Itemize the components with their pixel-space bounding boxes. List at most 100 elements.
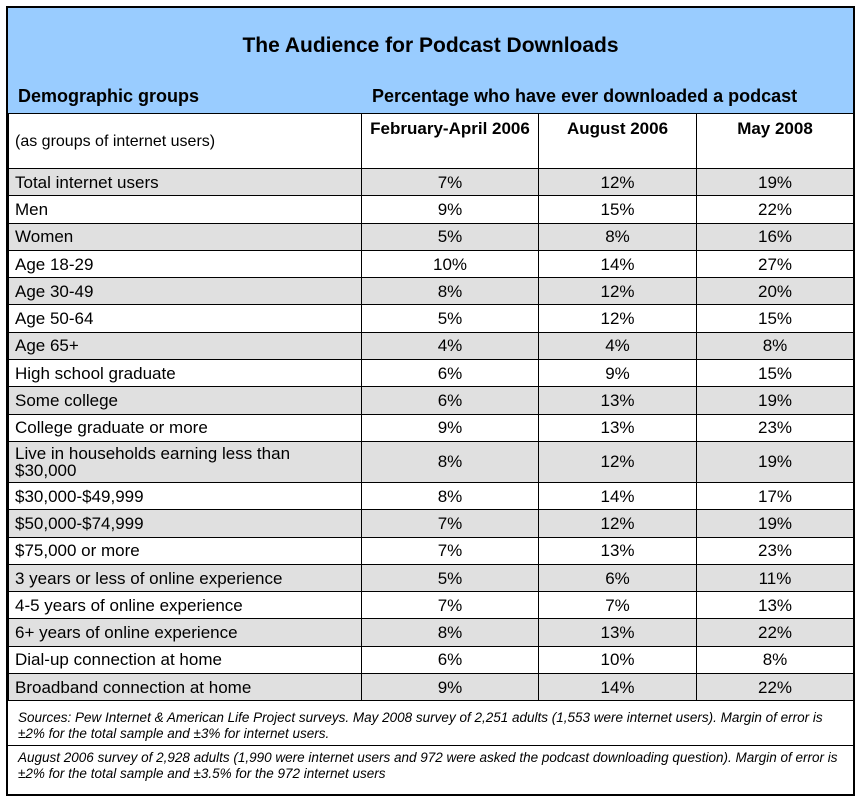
value-feb-apr-2006: 9% (361, 413, 539, 442)
value-may-2008: 19% (696, 509, 854, 538)
value-feb-apr-2006: 6% (361, 359, 539, 388)
row-label: Women (8, 222, 362, 251)
value-feb-apr-2006: 8% (361, 440, 539, 483)
value-feb-apr-2006: 6% (361, 645, 539, 675)
value-may-2008: 19% (696, 167, 854, 197)
value-may-2008: 22% (696, 195, 854, 224)
row-label: Age 50-64 (8, 304, 362, 333)
value-feb-apr-2006: 5% (361, 304, 539, 333)
value-feb-apr-2006: 9% (361, 673, 539, 702)
table-row: $50,000-$74,999 7% 12% 19% (8, 509, 854, 538)
table-row: Age 65+ 4% 4% 8% (8, 331, 854, 361)
table-row: Age 30-49 8% 12% 20% (8, 277, 854, 306)
value-aug-2006: 6% (538, 563, 697, 593)
row-label: $30,000-$49,999 (8, 481, 362, 511)
source-note-2008: Sources: Pew Internet & American Life Pr… (8, 706, 853, 746)
value-aug-2006: 12% (538, 167, 697, 197)
table-row: High school graduate 6% 9% 15% (8, 359, 854, 388)
value-feb-apr-2006: 7% (361, 591, 539, 620)
row-label: $75,000 or more (8, 536, 362, 565)
table-row: $75,000 or more 7% 13% 23% (8, 536, 854, 565)
value-feb-apr-2006: 7% (361, 509, 539, 538)
row-label: Age 18-29 (8, 249, 362, 279)
value-aug-2006: 13% (538, 413, 697, 442)
value-feb-apr-2006: 4% (361, 331, 539, 361)
row-label: 4-5 years of online experience (8, 591, 362, 620)
table-row: 6+ years of online experience 8% 13% 22% (8, 618, 854, 647)
source-notes: Sources: Pew Internet & American Life Pr… (8, 706, 853, 794)
value-feb-apr-2006: 7% (361, 536, 539, 565)
value-feb-apr-2006: 6% (361, 386, 539, 415)
value-aug-2006: 14% (538, 481, 697, 511)
demographic-groups-heading: Demographic groups (18, 86, 200, 106)
sub-label: (as groups of internet users) (8, 113, 362, 169)
value-aug-2006: 10% (538, 645, 697, 675)
value-aug-2006: 12% (538, 440, 697, 483)
table-row: Dial-up connection at home 6% 10% 8% (8, 645, 854, 675)
percentage-heading: Percentage who have ever downloaded a po… (372, 86, 798, 106)
value-may-2008: 19% (696, 386, 854, 415)
row-label: Total internet users (8, 167, 362, 197)
value-may-2008: 23% (696, 413, 854, 442)
row-label: College graduate or more (8, 413, 362, 442)
value-may-2008: 23% (696, 536, 854, 565)
row-label: 6+ years of online experience (8, 618, 362, 647)
row-label: High school graduate (8, 359, 362, 388)
value-aug-2006: 8% (538, 222, 697, 251)
value-may-2008: 27% (696, 249, 854, 279)
table-row: Women 5% 8% 16% (8, 222, 854, 251)
table-row: Age 18-29 10% 14% 27% (8, 249, 854, 279)
value-aug-2006: 13% (538, 536, 697, 565)
value-may-2008: 8% (696, 331, 854, 361)
value-aug-2006: 14% (538, 673, 697, 702)
column-header-row: (as groups of internet users) February-A… (8, 113, 854, 169)
value-feb-apr-2006: 8% (361, 618, 539, 647)
value-feb-apr-2006: 9% (361, 195, 539, 224)
column-header-aug-2006: August 2006 (538, 113, 697, 169)
value-aug-2006: 12% (538, 509, 697, 538)
value-may-2008: 15% (696, 304, 854, 333)
data-table: (as groups of internet users) February-A… (8, 113, 854, 702)
value-may-2008: 16% (696, 222, 854, 251)
value-aug-2006: 4% (538, 331, 697, 361)
table-row: Age 50-64 5% 12% 15% (8, 304, 854, 333)
value-aug-2006: 12% (538, 277, 697, 306)
value-feb-apr-2006: 8% (361, 481, 539, 511)
value-may-2008: 13% (696, 591, 854, 620)
row-label: 3 years or less of online experience (8, 563, 362, 593)
value-feb-apr-2006: 5% (361, 222, 539, 251)
value-may-2008: 11% (696, 563, 854, 593)
value-aug-2006: 9% (538, 359, 697, 388)
value-aug-2006: 7% (538, 591, 697, 620)
row-label: Dial-up connection at home (8, 645, 362, 675)
value-may-2008: 17% (696, 481, 854, 511)
table-row: Some college 6% 13% 19% (8, 386, 854, 415)
table-row: Broadband connection at home 9% 14% 22% (8, 673, 854, 702)
row-label: Age 30-49 (8, 277, 362, 306)
podcast-table-frame: The Audience for Podcast Downloads Demog… (6, 6, 855, 796)
table-header-band: The Audience for Podcast Downloads Demog… (8, 8, 853, 115)
column-header-may-2008: May 2008 (696, 113, 854, 169)
value-feb-apr-2006: 7% (361, 167, 539, 197)
column-header-feb-apr-2006: February-April 2006 (361, 113, 539, 169)
row-label: Broadband connection at home (8, 673, 362, 702)
table-row: Men 9% 15% 22% (8, 195, 854, 224)
table-row: Total internet users 7% 12% 19% (8, 167, 854, 197)
table-row: 4-5 years of online experience 7% 7% 13% (8, 591, 854, 620)
value-feb-apr-2006: 10% (361, 249, 539, 279)
value-aug-2006: 14% (538, 249, 697, 279)
row-label: Men (8, 195, 362, 224)
value-may-2008: 15% (696, 359, 854, 388)
row-label: Some college (8, 386, 362, 415)
table-row: 3 years or less of online experience 5% 6%… (8, 563, 854, 593)
row-label: $50,000-$74,999 (8, 509, 362, 538)
value-aug-2006: 13% (538, 386, 697, 415)
value-may-2008: 8% (696, 645, 854, 675)
table-row: Live in households earning less than $30… (8, 440, 854, 483)
row-label: Age 65+ (8, 331, 362, 361)
value-feb-apr-2006: 5% (361, 563, 539, 593)
value-aug-2006: 15% (538, 195, 697, 224)
row-label: Live in households earning less than $30… (8, 440, 362, 483)
value-may-2008: 22% (696, 618, 854, 647)
table-row: $30,000-$49,999 8% 14% 17% (8, 481, 854, 511)
